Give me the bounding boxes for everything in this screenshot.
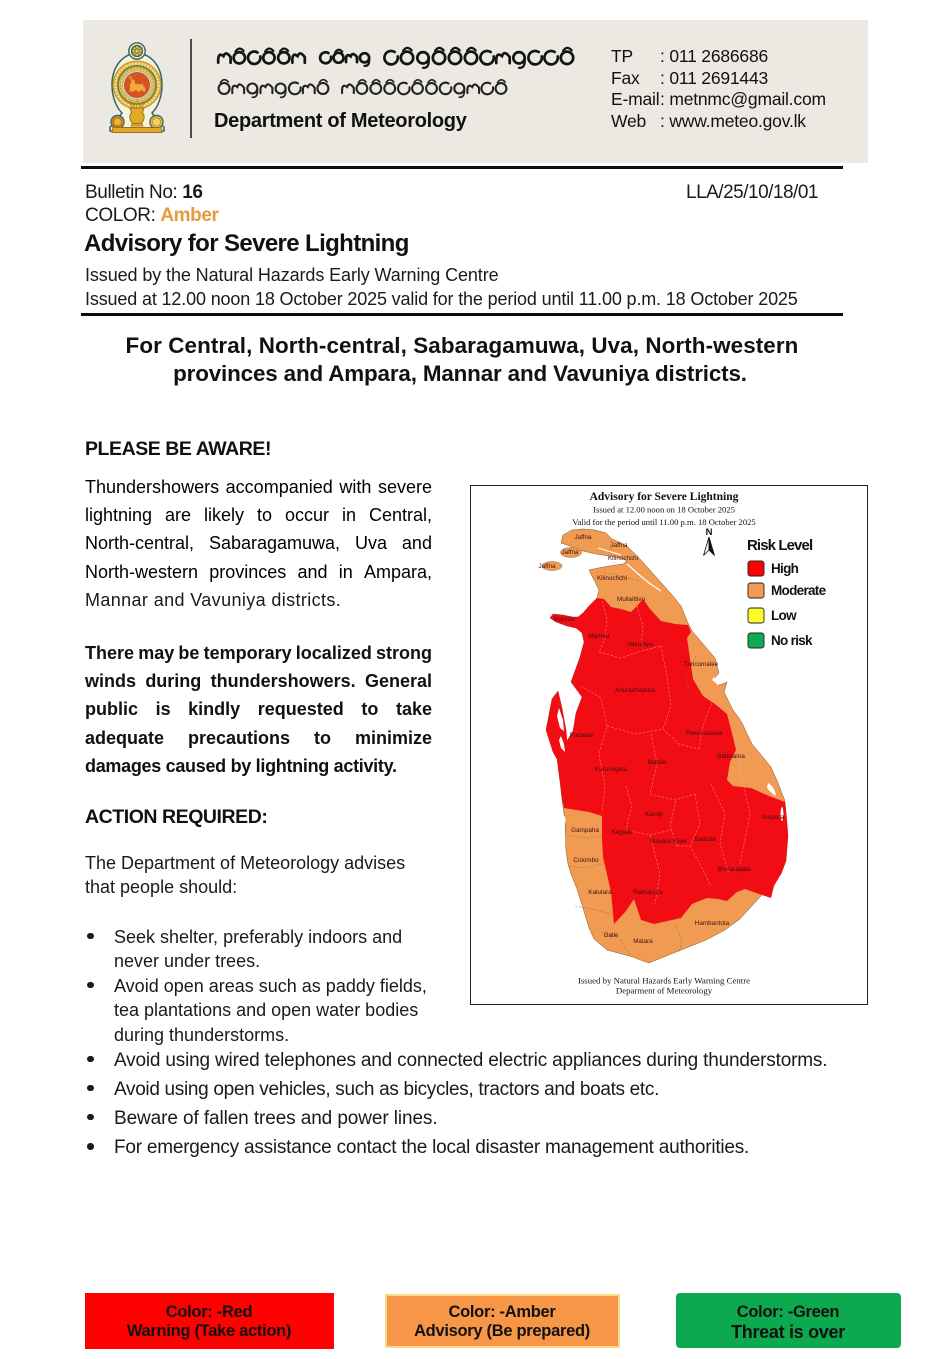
svg-text:Issued at 12.00 noon on 18 Oct: Issued at 12.00 noon on 18 October 2025: [593, 505, 735, 515]
svg-text:Jaffna: Jaffna: [561, 549, 579, 556]
svg-text:High: High: [771, 561, 799, 576]
svg-text:Deparment of Meteorology: Deparment of Meteorology: [616, 986, 713, 996]
svg-text:Jaffna: Jaffna: [538, 563, 556, 570]
svg-text:Low: Low: [771, 608, 797, 623]
svg-text:Moderate: Moderate: [771, 583, 827, 598]
svg-text:Trincomalee: Trincomalee: [684, 661, 719, 668]
svg-text:Batticaloa: Batticaloa: [717, 753, 745, 760]
svg-text:N: N: [706, 527, 713, 538]
svg-text:Kilinochchi: Kilinochchi: [608, 555, 638, 562]
svg-text:Kandy: Kandy: [645, 811, 664, 818]
svg-text:Hambantota: Hambantota: [695, 920, 730, 927]
svg-text:Nuwara Eliya: Nuwara Eliya: [649, 838, 687, 845]
svg-text:Jaffna: Jaffna: [574, 534, 592, 541]
svg-text:Matara: Matara: [633, 938, 653, 945]
svg-text:Mannar: Mannar: [588, 633, 609, 640]
svg-text:Issued by Natural Hazards Earl: Issued by Natural Hazards Early Warning …: [578, 976, 750, 986]
svg-text:Mannar: Mannar: [553, 616, 574, 623]
svg-text:No risk: No risk: [771, 633, 813, 648]
svg-text:Jaffna: Jaffna: [610, 542, 628, 549]
svg-text:Mullaittivu: Mullaittivu: [617, 596, 645, 603]
svg-text:Polonnaruwa: Polonnaruwa: [686, 730, 723, 737]
svg-text:Ratnapura: Ratnapura: [633, 889, 663, 896]
svg-text:Advisory for Severe Lightning: Advisory for Severe Lightning: [590, 491, 739, 503]
svg-text:Kurunegala: Kurunegala: [595, 766, 628, 773]
svg-text:Colombo: Colombo: [573, 857, 599, 864]
svg-text:Ampara: Ampara: [762, 814, 785, 821]
svg-text:Risk Level: Risk Level: [747, 537, 813, 554]
svg-text:Kegalle: Kegalle: [611, 829, 633, 836]
svg-text:Kilinochchi: Kilinochchi: [597, 575, 627, 582]
svg-text:Puttalam: Puttalam: [570, 732, 595, 739]
svg-text:Monaragala: Monaragala: [717, 866, 751, 873]
svg-text:Valid for the period until 11.: Valid for the period until 11.00 p.m. 18…: [572, 517, 755, 527]
svg-text:Gampaha: Gampaha: [571, 827, 599, 834]
svg-text:Matale: Matale: [648, 759, 667, 766]
svg-text:Vavuniya: Vavuniya: [627, 641, 653, 648]
svg-text:Kalutara: Kalutara: [588, 889, 612, 896]
svg-text:Galle: Galle: [604, 932, 619, 939]
svg-text:Anuradhapura: Anuradhapura: [615, 687, 655, 694]
svg-text:Badulla: Badulla: [694, 836, 716, 843]
